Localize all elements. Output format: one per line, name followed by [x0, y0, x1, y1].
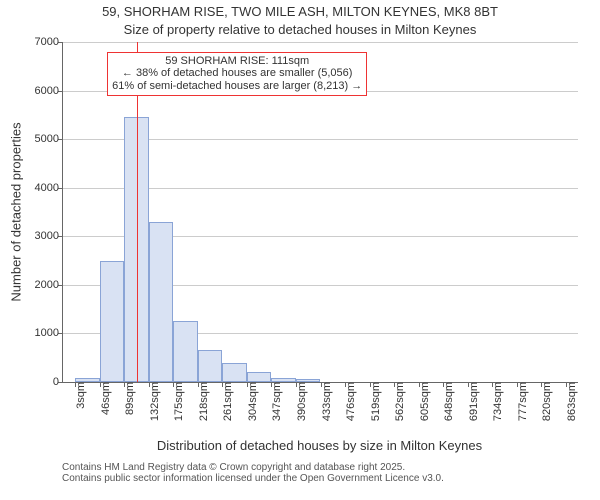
x-tick-label: 605sqm — [419, 382, 431, 421]
callout-line1: 59 SHORHAM RISE: 111sqm — [112, 55, 362, 68]
callout-line3: 61% of semi-detached houses are larger (… — [112, 80, 362, 93]
x-tick-label: 132sqm — [149, 382, 161, 421]
x-tick-label: 89sqm — [124, 382, 136, 415]
histogram-bar — [173, 321, 198, 382]
x-tick-label: 734sqm — [492, 382, 504, 421]
histogram-bar — [100, 261, 125, 382]
y-tick-label: 6000 — [35, 85, 63, 97]
x-tick-label: 218sqm — [198, 382, 210, 421]
x-tick-label: 519sqm — [370, 382, 382, 421]
plot-area: 010002000300040005000600070003sqm46sqm89… — [62, 42, 578, 383]
x-tick-label: 175sqm — [173, 382, 185, 421]
x-tick-label: 46sqm — [100, 382, 112, 415]
x-axis-label: Distribution of detached houses by size … — [157, 438, 482, 453]
y-axis-label: Number of detached properties — [9, 122, 24, 301]
grid-line — [63, 42, 578, 43]
x-tick-label: 347sqm — [271, 382, 283, 421]
footer-line1: Contains HM Land Registry data © Crown c… — [62, 462, 444, 473]
x-tick-label: 3sqm — [75, 382, 87, 409]
x-tick-label: 390sqm — [296, 382, 308, 421]
y-tick-label: 1000 — [35, 327, 63, 339]
y-tick-label: 3000 — [35, 230, 63, 242]
x-tick-label: 433sqm — [321, 382, 333, 421]
x-tick-label: 777sqm — [517, 382, 529, 421]
x-tick-label: 304sqm — [247, 382, 259, 421]
histogram-bar — [222, 363, 247, 382]
y-tick-label: 0 — [53, 376, 63, 388]
chart-footer: Contains HM Land Registry data © Crown c… — [62, 462, 444, 484]
chart-container: 59, SHORHAM RISE, TWO MILE ASH, MILTON K… — [0, 0, 600, 500]
callout-box: 59 SHORHAM RISE: 111sqm← 38% of detached… — [107, 52, 367, 96]
x-tick-label: 648sqm — [443, 382, 455, 421]
chart-title-line1: 59, SHORHAM RISE, TWO MILE ASH, MILTON K… — [0, 4, 600, 19]
callout-line2: ← 38% of detached houses are smaller (5,… — [112, 67, 362, 80]
histogram-bar — [198, 350, 223, 382]
x-tick-label: 863sqm — [566, 382, 578, 421]
histogram-bar — [247, 372, 272, 382]
y-tick-label: 5000 — [35, 133, 63, 145]
y-tick-label: 7000 — [35, 36, 63, 48]
y-tick-label: 2000 — [35, 279, 63, 291]
histogram-bar — [149, 222, 174, 382]
y-tick-label: 4000 — [35, 182, 63, 194]
x-tick-label: 476sqm — [345, 382, 357, 421]
x-tick-label: 820sqm — [541, 382, 553, 421]
chart-title-line2: Size of property relative to detached ho… — [0, 22, 600, 37]
x-tick-label: 562sqm — [394, 382, 406, 421]
x-tick-label: 261sqm — [222, 382, 234, 421]
footer-line2: Contains public sector information licen… — [62, 473, 444, 484]
x-tick-label: 691sqm — [468, 382, 480, 421]
